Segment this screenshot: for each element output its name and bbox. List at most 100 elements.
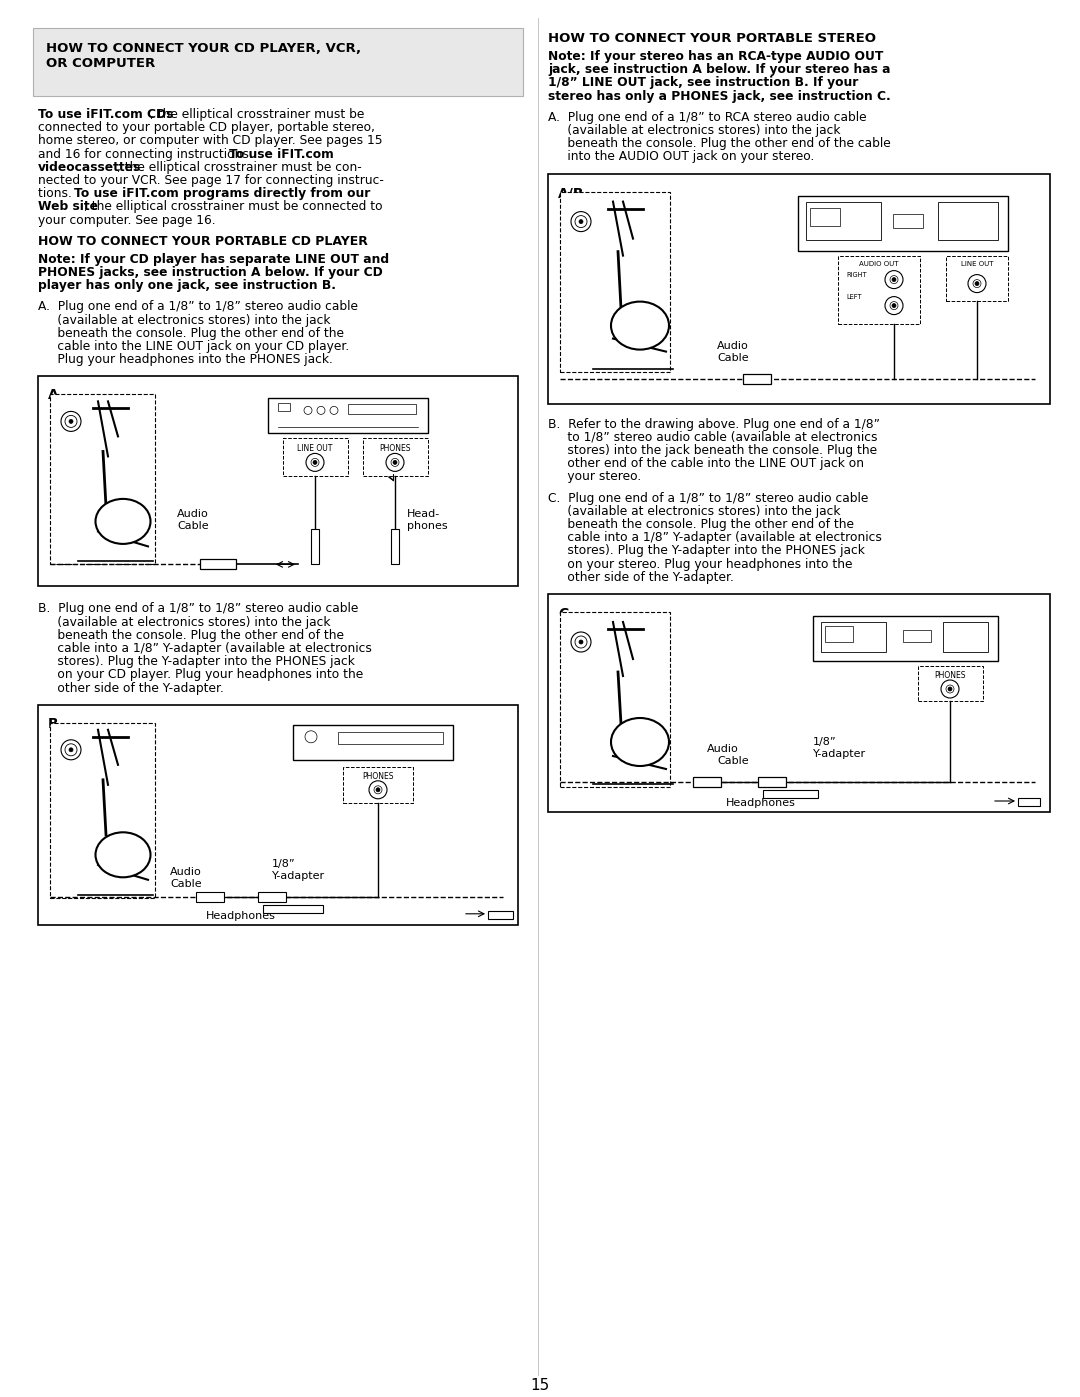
Text: cable into a 1/8” Y-adapter (available at electronics: cable into a 1/8” Y-adapter (available a… [38, 643, 372, 655]
Circle shape [393, 461, 397, 464]
Text: PHONES jacks, see instruction A below. If your CD: PHONES jacks, see instruction A below. I… [38, 265, 382, 279]
Circle shape [305, 731, 318, 743]
Text: (available at electronics stores) into the jack: (available at electronics stores) into t… [38, 616, 330, 629]
Text: nected to your VCR. See page 17 for connecting instruc-: nected to your VCR. See page 17 for conn… [38, 175, 383, 187]
Text: to 1/8” stereo audio cable (available at electronics: to 1/8” stereo audio cable (available at… [548, 430, 877, 444]
Circle shape [948, 687, 951, 692]
Bar [693, 777, 721, 787]
Text: Note: If your stereo has an RCA-type AUDIO OUT: Note: If your stereo has an RCA-type AUD… [548, 50, 883, 63]
Text: (available at electronics stores) into the jack: (available at electronics stores) into t… [38, 313, 330, 327]
Circle shape [318, 407, 325, 415]
Circle shape [313, 461, 318, 464]
Text: B.  Refer to the drawing above. Plug one end of a 1/8”: B. Refer to the drawing above. Plug one … [548, 418, 880, 430]
Ellipse shape [95, 833, 150, 877]
Circle shape [376, 788, 380, 792]
Text: PHONES: PHONES [934, 671, 966, 680]
Circle shape [391, 458, 399, 467]
Bar [946, 256, 1008, 300]
Text: phones: phones [407, 521, 447, 531]
Circle shape [65, 743, 77, 756]
Circle shape [303, 407, 312, 415]
Bar [548, 594, 1050, 812]
Text: A: A [48, 388, 58, 402]
Text: LINE OUT: LINE OUT [297, 444, 333, 454]
Bar [806, 201, 881, 240]
Text: player has only one jack, see instruction B.: player has only one jack, see instructio… [38, 279, 336, 292]
Bar [338, 732, 443, 743]
Bar [813, 616, 998, 661]
Bar [893, 214, 923, 228]
Text: (available at electronics stores) into the jack: (available at electronics stores) into t… [548, 124, 840, 137]
Text: Cable: Cable [177, 521, 208, 531]
Circle shape [330, 407, 338, 415]
Text: C.  Plug one end of a 1/8” to 1/8” stereo audio cable: C. Plug one end of a 1/8” to 1/8” stereo… [548, 492, 868, 504]
Text: , the elliptical crosstrainer must be con-: , the elliptical crosstrainer must be co… [117, 161, 362, 173]
Text: 1/8”: 1/8” [813, 738, 837, 747]
Text: on your CD player. Plug your headphones into the: on your CD player. Plug your headphones … [38, 668, 363, 682]
Text: Audio: Audio [707, 745, 739, 754]
Bar [33, 28, 523, 96]
Bar [258, 891, 286, 902]
Text: Web site: Web site [38, 200, 98, 214]
Text: 15: 15 [530, 1377, 550, 1393]
Circle shape [885, 296, 903, 314]
Circle shape [892, 303, 896, 307]
Bar [200, 559, 237, 570]
Bar [363, 439, 428, 476]
Text: Audio: Audio [177, 510, 208, 520]
Bar [821, 622, 886, 652]
Bar [825, 626, 853, 643]
Text: Audio: Audio [717, 341, 748, 351]
Text: cable into a 1/8” Y-adapter (available at electronics: cable into a 1/8” Y-adapter (available a… [548, 531, 882, 545]
Text: Cable: Cable [171, 879, 202, 888]
Text: , the elliptical crosstrainer must be connected to: , the elliptical crosstrainer must be co… [84, 200, 382, 214]
Bar [268, 398, 428, 433]
Circle shape [571, 211, 591, 232]
Bar [264, 905, 323, 912]
Bar [798, 196, 1008, 250]
Text: other side of the Y-adapter.: other side of the Y-adapter. [38, 682, 224, 694]
Bar [939, 201, 998, 240]
Text: (available at electronics stores) into the jack: (available at electronics stores) into t… [548, 504, 840, 518]
Bar [343, 767, 413, 803]
Bar [743, 373, 771, 384]
Bar [838, 256, 920, 324]
Text: beneath the console. Plug the other end of the: beneath the console. Plug the other end … [38, 327, 345, 339]
Circle shape [65, 415, 77, 427]
Text: PHONES: PHONES [362, 771, 394, 781]
Text: OR COMPUTER: OR COMPUTER [46, 57, 156, 70]
Text: connected to your portable CD player, portable stereo,: connected to your portable CD player, po… [38, 122, 375, 134]
Text: tions.: tions. [38, 187, 76, 200]
Text: HOW TO CONNECT YOUR CD PLAYER, VCR,: HOW TO CONNECT YOUR CD PLAYER, VCR, [46, 42, 361, 54]
Text: other end of the cable into the LINE OUT jack on: other end of the cable into the LINE OUT… [548, 457, 864, 471]
Circle shape [975, 282, 978, 285]
Text: , the elliptical crosstrainer must be: , the elliptical crosstrainer must be [150, 108, 364, 122]
Text: PHONES: PHONES [379, 444, 410, 454]
Bar [943, 622, 988, 652]
Text: your stereo.: your stereo. [548, 471, 642, 483]
Bar [488, 911, 513, 919]
Text: RIGHT: RIGHT [846, 271, 866, 278]
Text: Headphones: Headphones [726, 798, 796, 807]
Text: videocassettes: videocassettes [38, 161, 141, 173]
Bar [810, 208, 840, 225]
Bar [762, 789, 818, 798]
Text: Cable: Cable [717, 352, 748, 363]
Ellipse shape [611, 718, 669, 766]
Bar [38, 705, 518, 925]
Bar [918, 666, 983, 701]
Circle shape [946, 685, 954, 693]
Circle shape [374, 785, 382, 793]
Circle shape [69, 419, 73, 423]
Text: on your stereo. Plug your headphones into the: on your stereo. Plug your headphones int… [548, 557, 852, 570]
Bar [50, 394, 156, 564]
Text: your computer. See page 16.: your computer. See page 16. [38, 214, 216, 226]
Bar [561, 612, 670, 787]
Text: To use iFIT.com CDs: To use iFIT.com CDs [38, 108, 174, 122]
Circle shape [941, 680, 959, 698]
Circle shape [571, 631, 591, 652]
Bar [311, 529, 319, 564]
Circle shape [885, 271, 903, 289]
Text: beneath the console. Plug the other end of the: beneath the console. Plug the other end … [38, 629, 345, 641]
Bar [278, 404, 291, 411]
